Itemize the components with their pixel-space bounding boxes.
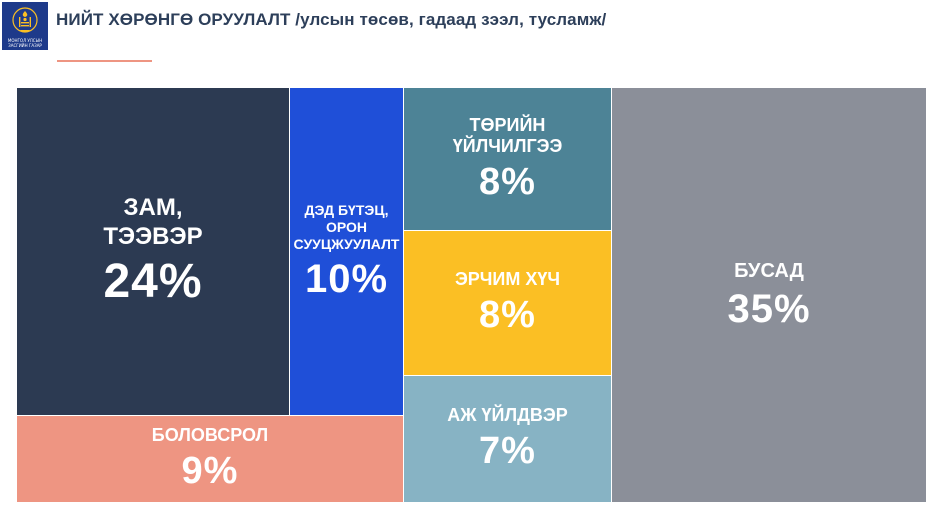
tile-public-services: ТӨРИЙН ҮЙЛЧИЛГЭЭ 8% bbox=[404, 88, 611, 230]
tile-education: БОЛОВСРОЛ 9% bbox=[17, 416, 403, 502]
soyombo-emblem-icon bbox=[12, 7, 38, 33]
tile-infrastructure-housing-label: ДЭД БҮТЭЦ, ОРОН СУУЦЖУУЛАЛТ bbox=[293, 202, 400, 252]
tile-industry-label: АЖ ҮЙЛДВЭР bbox=[447, 405, 568, 426]
tile-education-value: 9% bbox=[181, 449, 239, 492]
tile-transport: ЗАМ, ТЭЭВЭР 24% bbox=[17, 88, 289, 415]
title-underline bbox=[57, 60, 152, 62]
tile-other-label: БУСАД bbox=[734, 260, 804, 282]
tile-public-services-label: ТӨРИЙН ҮЙЛЧИЛГЭЭ bbox=[452, 114, 563, 157]
tile-industry: АЖ ҮЙЛДВЭР 7% bbox=[404, 376, 611, 502]
logo-text-line1: МОНГОЛ УЛСЫН bbox=[7, 38, 43, 43]
tile-infrastructure-housing: ДЭД БҮТЭЦ, ОРОН СУУЦЖУУЛАЛТ 10% bbox=[290, 88, 403, 415]
tile-transport-value: 24% bbox=[103, 254, 203, 308]
tile-education-label: БОЛОВСРОЛ bbox=[151, 425, 269, 446]
tile-energy-value: 8% bbox=[479, 293, 536, 336]
tile-other: БУСАД 35% bbox=[612, 88, 926, 502]
tile-transport-label: ЗАМ, ТЭЭВЭР bbox=[103, 194, 203, 251]
tile-infrastructure-housing-value: 10% bbox=[304, 256, 389, 301]
logo-text-line2: ЗАСГИЙН ГАЗАР bbox=[8, 43, 42, 48]
tile-energy-label: ЭРЧИМ ХҮЧ bbox=[454, 269, 561, 290]
tile-public-services-value: 8% bbox=[479, 160, 536, 203]
tile-industry-value: 7% bbox=[479, 429, 536, 472]
page-title: НИЙТ ХӨРӨНГӨ ОРУУЛАЛТ /улсын төсөв, гада… bbox=[56, 10, 607, 29]
government-logo: МОНГОЛ УЛСЫН ЗАСГИЙН ГАЗАР bbox=[2, 2, 48, 50]
tile-energy: ЭРЧИМ ХҮЧ 8% bbox=[404, 231, 611, 375]
tile-other-value: 35% bbox=[727, 287, 811, 331]
